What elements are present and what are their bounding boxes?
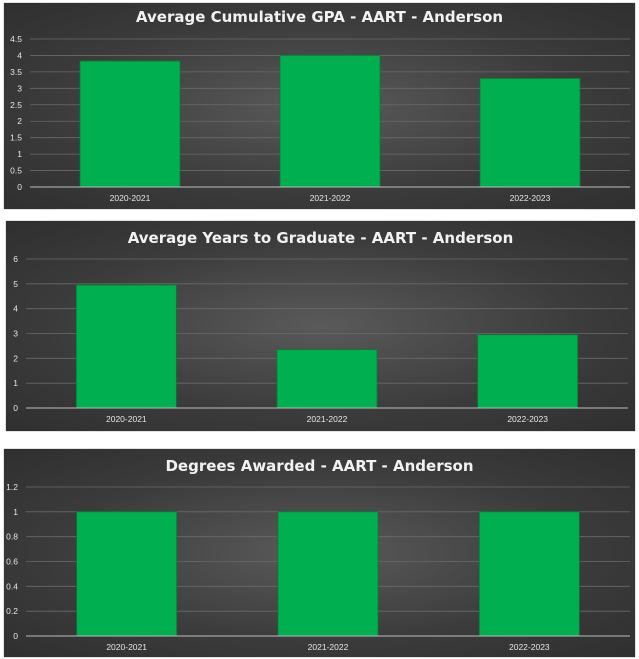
degrees-y-tick-label: 0.4	[6, 581, 18, 591]
degrees-y-tick-label: 0.2	[6, 606, 18, 616]
chart-panel-gpa: Average Cumulative GPA - AART - Anderson…	[4, 3, 635, 209]
gpa-y-tick-label: 1.5	[10, 133, 22, 143]
years-y-tick-label: 6	[13, 254, 18, 264]
years-y-tick-label: 4	[13, 304, 18, 314]
gpa-bar	[479, 78, 581, 188]
gpa-chart-title: Average Cumulative GPA - AART - Anderson	[136, 8, 503, 26]
years-x-tick-label: 2020-2021	[106, 414, 147, 424]
degrees-bar	[76, 511, 178, 637]
gpa-y-tick-label: 4.5	[10, 34, 22, 44]
degrees-y-tick-label: 0	[13, 631, 18, 641]
years-x-tick-label: 2021-2022	[307, 414, 348, 424]
gpa-y-tick-label: 3	[17, 83, 22, 93]
chart-gpa: Average Cumulative GPA - AART - Anderson…	[10, 8, 630, 203]
gpa-y-tick-label: 0.5	[10, 166, 22, 176]
degrees-y-tick-label: 1	[13, 507, 18, 517]
gpa-bar	[79, 60, 181, 188]
degrees-bar	[277, 511, 379, 637]
chart-panel-degrees: Degrees Awarded - AART - Anderson 0 0.2 0.4…	[4, 449, 635, 657]
gpa-bar	[279, 55, 381, 188]
years-chart-title: Average Years to Graduate - AART - Ander…	[128, 229, 514, 247]
degrees-bar	[478, 511, 580, 637]
gpa-y-tick-label: 3.5	[10, 67, 22, 77]
years-y-tick-label: 1	[13, 378, 18, 388]
years-bar	[276, 349, 378, 409]
chart-panel-years: Average Years to Graduate - AART - Ander…	[6, 221, 635, 431]
degrees-x-tick-label: 2022-2023	[509, 642, 550, 652]
gpa-y-tick-label: 1	[17, 149, 22, 159]
gpa-y-tick-label: 2	[17, 116, 22, 126]
degrees-chart-title: Degrees Awarded - AART - Anderson	[165, 457, 473, 475]
gpa-x-tick-label: 2021-2022	[310, 193, 351, 203]
degrees-x-tick-label: 2021-2022	[308, 642, 349, 652]
years-y-tick-label: 0	[13, 403, 18, 413]
degrees-x-tick-label: 2020-2021	[106, 642, 147, 652]
gpa-y-tick-label: 4	[17, 50, 22, 60]
years-y-tick-label: 5	[13, 279, 18, 289]
chart-degrees: Degrees Awarded - AART - Anderson 0 0.2 0.4…	[6, 457, 630, 652]
degrees-y-tick-label: 0.8	[6, 532, 18, 542]
degrees-y-tick-label: 0.6	[6, 557, 18, 567]
gpa-x-tick-label: 2020-2021	[110, 193, 151, 203]
years-bar	[477, 334, 579, 409]
years-bar	[75, 284, 177, 409]
years-x-tick-label: 2022-2023	[507, 414, 548, 424]
gpa-x-tick-label: 2022-2023	[510, 193, 551, 203]
years-y-tick-label: 2	[13, 353, 18, 363]
gpa-y-tick-label: 0	[17, 182, 22, 192]
gpa-y-tick-label: 2.5	[10, 100, 22, 110]
years-y-tick-label: 3	[13, 329, 18, 339]
degrees-y-tick-label: 1.2	[6, 482, 18, 492]
chart-years: Average Years to Graduate - AART - Ander…	[13, 229, 628, 424]
